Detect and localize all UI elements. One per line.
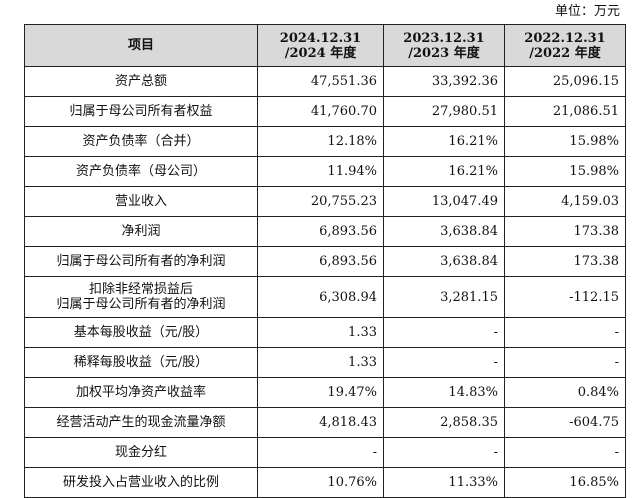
value-2024: 11.94% xyxy=(257,156,384,187)
header-2022-date: 2022.12.31 xyxy=(524,30,606,46)
row-label-line: 归属于母公司所有者权益 xyxy=(69,104,213,119)
row-label: 资产总额 xyxy=(24,66,258,97)
value-2022: 25,096.15 xyxy=(504,66,626,97)
value-2022: -604.75 xyxy=(504,407,626,438)
row-label: 稀释每股收益（元/股） xyxy=(24,347,258,378)
value-2024: 6,308.94 xyxy=(257,276,384,318)
value-2024: 1.33 xyxy=(257,347,384,378)
value-2023: 14.83% xyxy=(383,377,505,408)
table-row: 稀释每股收益（元/股） 1.33- - xyxy=(24,347,626,378)
value-2023: 13,047.49 xyxy=(383,186,505,217)
value-2022: - xyxy=(504,437,626,468)
header-2022: 2022.12.31 /2022 年度 xyxy=(504,24,626,67)
row-label: 经营活动产生的现金流量净额 xyxy=(24,407,258,438)
header-2024-year: /2024 年度 xyxy=(284,45,357,61)
value-2023: 2,858.35 xyxy=(383,407,505,438)
table-row: 资产负债率（母公司） 11.94% 16.21% 15.98% xyxy=(24,156,626,187)
table-header-row: 项目 2024.12.31 /2024 年度 2023.12.31 /2023 … xyxy=(24,24,626,67)
row-label: 归属于母公司所有者的净利润 xyxy=(24,246,258,277)
value-2022: 15.98% xyxy=(504,156,626,187)
value-2024: 10.76% xyxy=(257,467,384,498)
row-label: 扣除非经常损益后 归属于母公司所有者的净利润 xyxy=(24,276,258,318)
row-label-line: 基本每股收益（元/股） xyxy=(73,325,209,340)
row-label-line: 资产负债率（合并） xyxy=(82,134,200,149)
header-item: 项目 xyxy=(24,24,258,67)
row-label-line: 现金分红 xyxy=(114,445,167,460)
value-2022: 15.98% xyxy=(504,126,626,157)
table-row: 营业收入 20,755.23 13,047.49 4,159.03 xyxy=(24,186,626,217)
table-row: 资产总额 47,551.36 33,392.36 25,096.15 xyxy=(24,66,626,97)
table-row: 扣除非经常损益后 归属于母公司所有者的净利润 6,308.94 3,281.15 -11… xyxy=(24,276,626,318)
value-2023: 16.21% xyxy=(383,126,505,157)
value-2024: 47,551.36 xyxy=(257,66,384,97)
value-2023: 3,638.84 xyxy=(383,216,505,247)
table-row: 加权平均净资产收益率 19.47% 14.83% 0.84% xyxy=(24,377,626,408)
value-2022: - xyxy=(504,317,626,348)
row-label-line: 营业收入 xyxy=(114,194,167,209)
row-label-line: 归属于母公司所有者的净利润 xyxy=(56,254,226,269)
header-2023-date: 2023.12.31 xyxy=(403,30,485,46)
row-label-line: 稀释每股收益（元/股） xyxy=(73,355,209,370)
value-2023: 33,392.36 xyxy=(383,66,505,97)
value-2022: 173.38 xyxy=(504,216,626,247)
table-row: 资产负债率（合并） 12.18% 16.21% 15.98% xyxy=(24,126,626,157)
header-2023-year: /2023 年度 xyxy=(408,45,480,61)
row-label-line: 归属于母公司所有者的净利润 xyxy=(56,297,226,312)
value-2023: 16.21% xyxy=(383,156,505,187)
value-2024: 41,760.70 xyxy=(257,96,384,127)
row-label-line: 经营活动产生的现金流量净额 xyxy=(56,415,226,430)
value-2022: 16.85% xyxy=(504,467,626,498)
header-2024-date: 2024.12.31 xyxy=(279,30,362,46)
value-2024: 19.47% xyxy=(257,377,384,408)
row-label-line: 资产总额 xyxy=(114,74,167,89)
value-2023: 3,281.15 xyxy=(383,276,505,318)
header-2022-year: /2022 年度 xyxy=(529,45,601,61)
value-2024: 4,818.43 xyxy=(257,407,384,438)
table-body: 资产总额 47,551.36 33,392.36 25,096.15 归属于母公司所有者… xyxy=(24,66,626,498)
row-label: 净利润 xyxy=(24,216,258,247)
financial-table: 项目 2024.12.31 /2024 年度 2023.12.31 /2023 … xyxy=(24,24,626,498)
header-2024: 2024.12.31 /2024 年度 xyxy=(257,24,384,67)
value-2022: - xyxy=(504,347,626,378)
value-2024: - xyxy=(257,437,384,468)
table-row: 净利润 6,893.56 3,638.84 173.38 xyxy=(24,216,626,247)
value-2022: -112.15 xyxy=(504,276,626,318)
row-label: 营业收入 xyxy=(24,186,258,217)
value-2022: 0.84% xyxy=(504,377,626,408)
value-2023: 3,638.84 xyxy=(383,246,505,277)
row-label-line: 研发投入占营业收入的比例 xyxy=(62,475,219,490)
row-label: 资产负债率（母公司） xyxy=(24,156,258,187)
row-label: 现金分红 xyxy=(24,437,258,468)
value-2023: 11.33% xyxy=(383,467,505,498)
value-2023: - xyxy=(383,347,505,378)
value-2022: 173.38 xyxy=(504,246,626,277)
row-label-line: 加权平均净资产收益率 xyxy=(75,385,206,400)
value-2023: 27,980.51 xyxy=(383,96,505,127)
value-2024: 12.18% xyxy=(257,126,384,157)
table-row: 归属于母公司所有者权益 41,760.70 27,980.51 21,086.51 xyxy=(24,96,626,127)
value-2024: 1.33 xyxy=(257,317,384,348)
row-label: 资产负债率（合并） xyxy=(24,126,258,157)
value-2023: - xyxy=(383,317,505,348)
value-2022: 4,159.03 xyxy=(504,186,626,217)
row-label: 归属于母公司所有者权益 xyxy=(24,96,258,127)
value-2024: 6,893.56 xyxy=(257,216,384,247)
value-2022: 21,086.51 xyxy=(504,96,626,127)
value-2023: - xyxy=(383,437,505,468)
table-row: 经营活动产生的现金流量净额 4,818.43 2,858.35 -604.75 xyxy=(24,407,626,438)
table-row: 归属于母公司所有者的净利润 6,893.56 3,638.84 173.38 xyxy=(24,246,626,277)
value-2024: 20,755.23 xyxy=(257,186,384,217)
value-2024: 6,893.56 xyxy=(257,246,384,277)
row-label: 基本每股收益（元/股） xyxy=(24,317,258,348)
unit-label: 单位：万元 xyxy=(554,4,620,19)
table-row: 研发投入占营业收入的比例 10.76% 11.33% 16.85% xyxy=(24,467,626,498)
row-label-line: 扣除非经常损益后 xyxy=(88,282,193,297)
table-row: 基本每股收益（元/股） 1.33- - xyxy=(24,317,626,348)
header-2023: 2023.12.31 /2023 年度 xyxy=(383,24,505,67)
row-label: 研发投入占营业收入的比例 xyxy=(24,467,258,498)
row-label-line: 净利润 xyxy=(121,224,161,239)
row-label-line: 资产负债率（母公司） xyxy=(75,164,206,179)
table-row: 现金分红 - - - xyxy=(24,437,626,468)
row-label: 加权平均净资产收益率 xyxy=(24,377,258,408)
